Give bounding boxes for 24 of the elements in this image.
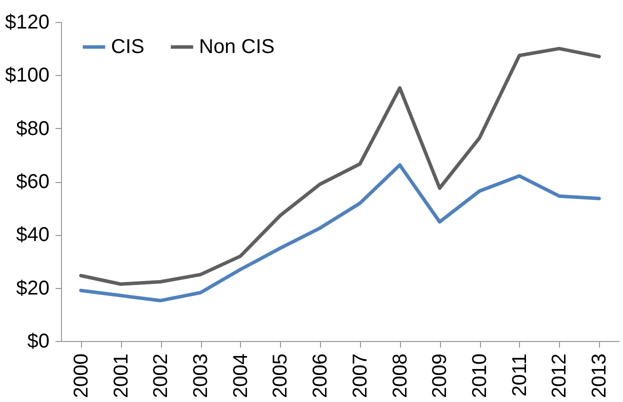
- y-tick-label: $20: [16, 277, 50, 300]
- y-tick-label: $80: [16, 118, 50, 140]
- y-tick-label: $60: [16, 171, 50, 193]
- x-tick-label: 2006: [310, 354, 332, 398]
- x-tick-label: 2000: [70, 354, 92, 398]
- y-tick-label: $40: [16, 224, 50, 246]
- legend-label: Non CIS: [199, 36, 275, 58]
- x-tick-label: 2001: [110, 354, 132, 398]
- x-tick-label: 2013: [588, 354, 611, 398]
- x-tick-label: 2012: [548, 354, 571, 398]
- line-series: [79, 163, 601, 302]
- x-tick-label: 2005: [270, 354, 292, 398]
- legend-label: CIS: [111, 36, 144, 58]
- x-tick-label: 2010: [469, 354, 491, 398]
- y-tick-label: $100: [5, 64, 50, 87]
- x-tick-label: 2011: [508, 354, 531, 397]
- x-tick-label: 2004: [230, 354, 252, 398]
- y-tick-label: $0: [27, 330, 50, 352]
- x-tick-label: 2002: [150, 354, 172, 398]
- x-tick-label: 2007: [349, 354, 372, 398]
- x-tick-label: 2003: [190, 354, 212, 398]
- y-tick-label: $120: [5, 12, 50, 34]
- x-tick-label: 2008: [389, 354, 412, 398]
- x-tick-label: 2009: [429, 354, 452, 398]
